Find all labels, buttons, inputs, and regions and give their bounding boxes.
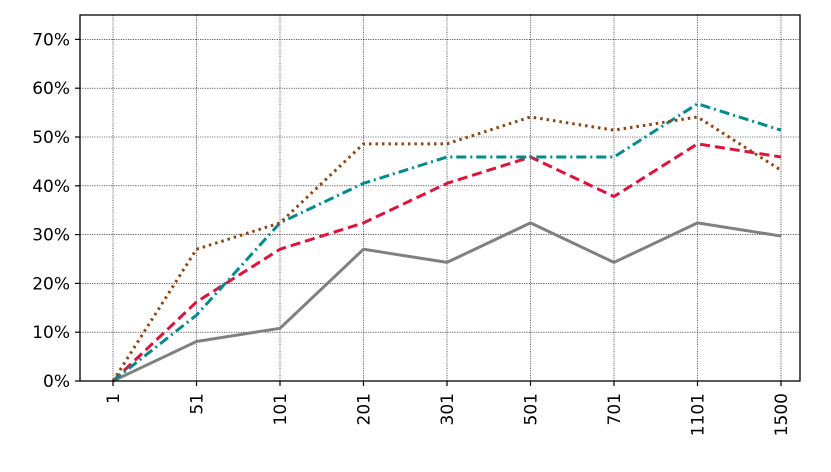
x-tick-label: 101 [271,393,291,425]
x-tick-label: 501 [522,393,542,425]
x-tick-label: 51 [188,393,208,415]
y-tick-label: 30% [32,226,70,246]
x-tick-label: 1500 [772,393,792,436]
series-line-2 [111,142,782,383]
series-line-4 [111,115,782,382]
x-tick-label: 201 [355,393,375,425]
plot-frame [79,14,801,382]
series-layer [111,102,782,383]
y-tick-label: 70% [32,30,70,50]
x-tick-label: 301 [438,393,458,425]
y-tick-label: 50% [32,128,70,148]
x-tick-label: 1 [104,393,124,404]
x-tick-label: 1101 [689,393,709,436]
y-tick-label: 20% [32,274,70,294]
grid [80,15,800,382]
y-tick-label: 10% [32,323,70,343]
series-line-1 [112,221,782,383]
x-axis: 1 51 101 201 301 501 701 1101 1500 [104,381,792,436]
x-tick-label: 701 [605,393,625,425]
y-axis: 0% 10% 20% 30% 40% 50% 60% 70% [32,30,80,392]
y-tick-label: 0% [43,372,70,392]
y-tick-label: 60% [32,79,70,99]
y-tick-label: 40% [32,177,70,197]
